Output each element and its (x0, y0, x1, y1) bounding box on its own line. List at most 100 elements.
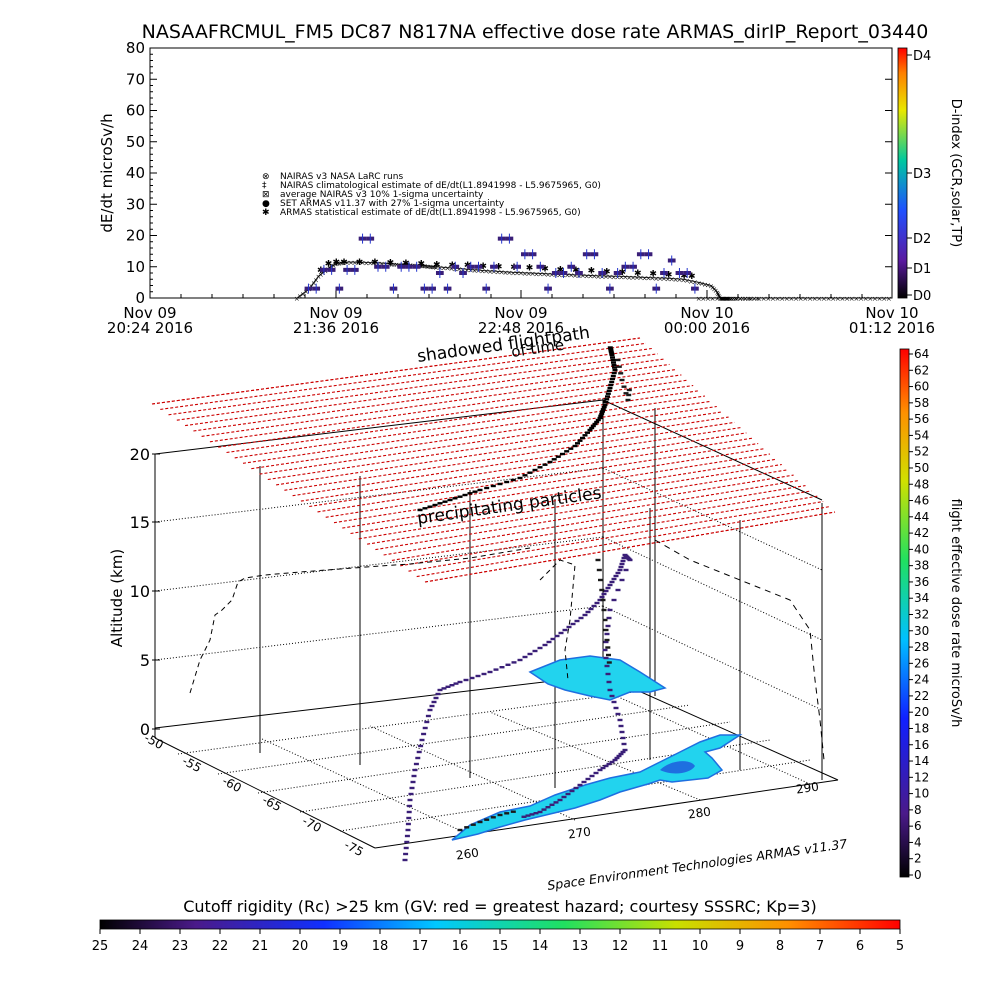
plane-hatch-line (391, 490, 812, 561)
nairas-zero-marker: × (816, 295, 822, 303)
altitude-tick-label: 5 (140, 651, 150, 670)
dose-rate-colorbar (899, 348, 910, 878)
track-segment (517, 658, 523, 662)
dose-rate-tick-label: 46 (914, 494, 929, 508)
track-segment (602, 618, 608, 622)
track-segment (575, 442, 580, 445)
legend-symbol: ⊠ (262, 190, 270, 200)
nairas-marker: × (464, 266, 470, 274)
nairas-zero-marker: × (784, 295, 790, 303)
track-segment (591, 604, 597, 608)
track-segment (594, 420, 600, 424)
latitude-tick-label: -70 (300, 814, 324, 836)
track-segment (609, 580, 615, 584)
nairas-zero-marker: × (751, 295, 757, 303)
track-segment (608, 350, 614, 354)
plane-hatch-line (325, 448, 765, 518)
nairas-marker: × (653, 275, 659, 283)
track-segment (603, 656, 609, 660)
cutoff-rigidity-tick-label: 7 (816, 939, 824, 954)
dose-rate-tick-label: 12 (914, 770, 929, 784)
plane-hatch-line (350, 463, 782, 535)
latitude-axis: -50-55-60-65-70-75 (142, 731, 366, 860)
plane-hatch-line (358, 469, 788, 540)
legend-entry: average NAIRAS v3 10% 1-sigma uncertaint… (280, 190, 484, 200)
cutoff-rigidity-tick-label: 22 (212, 939, 229, 954)
plane-hatch-line (209, 374, 682, 443)
track-segment (499, 666, 505, 669)
track-segment (521, 815, 527, 818)
track-segment (433, 696, 439, 700)
nairas-marker: × (607, 273, 613, 281)
track-segment (424, 720, 430, 724)
d-index-colorbar-label: D-index (GCR,solar,TP) (948, 99, 963, 247)
nairas-marker: × (688, 278, 694, 286)
nairas-marker: × (603, 273, 609, 281)
top-legend: ⊗ NAIRAS v3 NASA LaRC runs ‡ NAIRAS climato… (262, 172, 601, 218)
plane-hatch-line (234, 390, 700, 459)
track-segment (463, 678, 469, 682)
track-segment (408, 792, 414, 796)
nairas-marker: × (755, 295, 761, 303)
track-segment (511, 661, 517, 664)
track-segment (616, 754, 622, 758)
track-segment (615, 358, 621, 362)
nairas-marker: × (646, 275, 652, 283)
track-segment (497, 813, 503, 817)
track-segment (605, 646, 611, 649)
track-segment (490, 816, 496, 819)
nairas-marker: × (313, 276, 319, 284)
track-segment (505, 663, 511, 666)
track-segment (553, 801, 559, 804)
nairas-zero-marker: × (765, 295, 771, 303)
3d-axes-box (154, 398, 839, 849)
nairas-marker: × (711, 286, 717, 294)
track-segment (621, 556, 627, 560)
dose-rate-tick-label: 8 (914, 803, 922, 817)
nairas-zero-marker: × (756, 295, 762, 303)
track-segment (462, 493, 468, 497)
track-segment (612, 368, 618, 372)
track-segment (600, 598, 606, 602)
track-segment (626, 393, 632, 397)
nairas-marker: × (714, 289, 720, 297)
track-segment (606, 389, 612, 392)
track-segment (580, 436, 585, 440)
nairas-marker: × (734, 295, 740, 303)
nairas-marker: × (356, 259, 362, 267)
nairas-marker: × (722, 295, 728, 303)
latitude-tick-label: -65 (260, 793, 284, 815)
nairas-marker: × (303, 288, 309, 296)
cutoff-rigidity-tick-label: 19 (332, 939, 349, 954)
track-segment (599, 588, 605, 592)
track-segment (425, 714, 431, 718)
track-segment (405, 822, 411, 826)
cutoff-rigidity-tick-label: 8 (776, 939, 784, 954)
track-segment (609, 353, 615, 357)
track-segment (625, 398, 631, 402)
nairas-marker: × (445, 265, 451, 273)
track-segment (406, 816, 412, 820)
nairas-marker: × (708, 283, 714, 291)
track-segment (581, 780, 587, 784)
nairas-zero-marker: × (789, 295, 795, 303)
nairas-zero-marker: × (728, 295, 734, 303)
track-segment (589, 426, 595, 430)
track-segment (419, 738, 425, 742)
track-segment (610, 374, 616, 378)
track-segment (606, 653, 611, 657)
track-segment (447, 498, 453, 502)
cutoff-rigidity-tick-label: 11 (652, 939, 669, 954)
nairas-marker: × (718, 295, 724, 303)
track-segment (445, 685, 451, 688)
track-segment (410, 780, 416, 784)
track-segment (603, 628, 609, 632)
cutoff-rigidity-tick-label: 10 (692, 939, 709, 954)
track-segment (405, 828, 411, 832)
nairas-marker: × (717, 293, 723, 301)
nairas-marker: × (297, 293, 303, 301)
dose-rate-tick-label: 48 (914, 477, 929, 491)
longitude-tick-label: 270 (567, 825, 592, 842)
nairas-marker: × (626, 274, 632, 282)
